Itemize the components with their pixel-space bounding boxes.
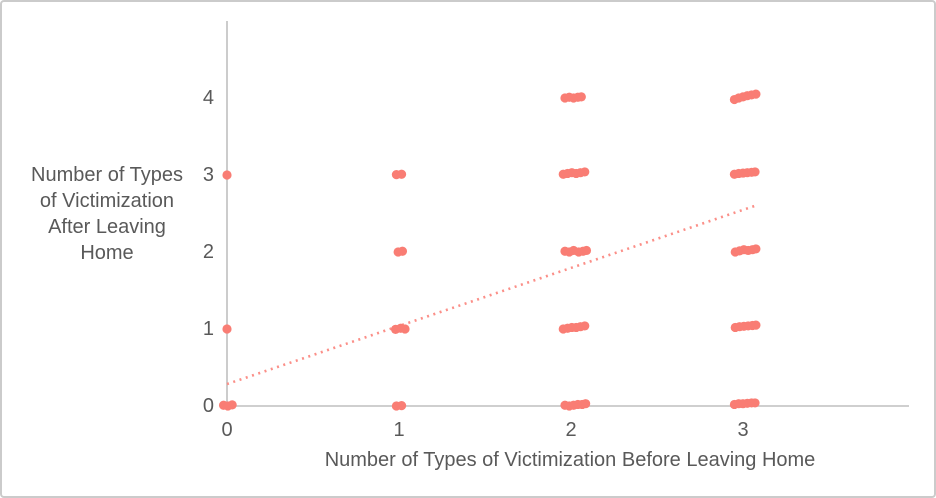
data-point	[222, 324, 232, 334]
x-tick-label: 0	[221, 419, 233, 441]
data-point	[580, 321, 590, 331]
data-point	[581, 245, 592, 256]
data-point	[581, 399, 591, 409]
x-axis-title: Number of Types of Victimization Before …	[324, 449, 816, 471]
data-point	[751, 244, 761, 254]
data-point	[227, 400, 237, 410]
data-point	[750, 398, 760, 408]
data-point	[750, 167, 760, 177]
y-axis-title: Number of Types of Victimization After L…	[31, 164, 183, 264]
y-tick-label: 1	[202, 318, 214, 340]
x-tick-label: 3	[737, 419, 749, 441]
y-tick-label: 0	[202, 395, 214, 417]
y-tick-label: 4	[202, 87, 214, 109]
data-point	[397, 246, 408, 256]
data-point	[576, 92, 586, 102]
y-tick-label: 3	[202, 164, 214, 186]
x-tick-label: 1	[393, 419, 405, 441]
data-point	[396, 169, 407, 179]
data-point	[400, 324, 410, 334]
x-tick-label: 2	[565, 419, 577, 441]
data-point	[222, 170, 232, 180]
trend-line	[226, 204, 756, 386]
data-point	[580, 167, 590, 177]
y-tick-label: 2	[202, 241, 214, 263]
data-point	[751, 89, 761, 99]
data-point	[396, 401, 407, 411]
data-point	[751, 320, 761, 330]
